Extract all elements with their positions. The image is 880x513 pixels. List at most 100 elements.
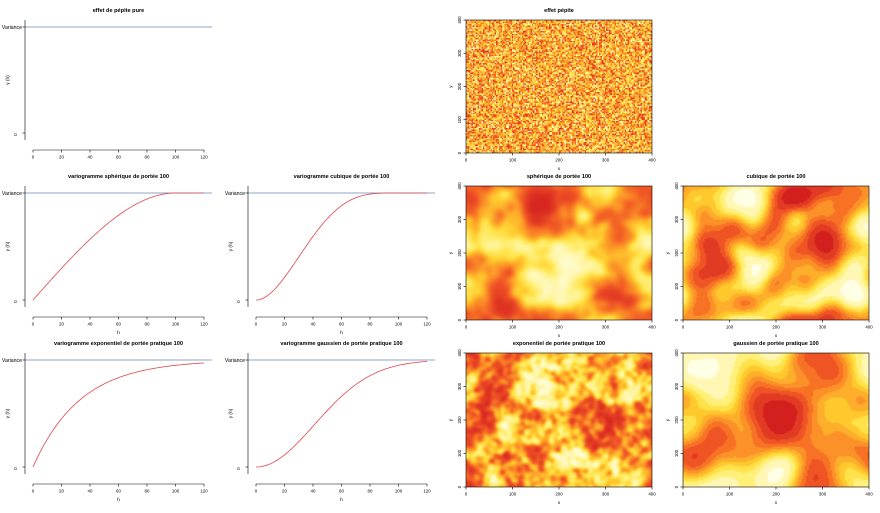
- simulation-panel-spherical: sphérique de portée 100 0 100 200 300 400 x 0 10…: [449, 174, 656, 339]
- y-axis-label: y: [666, 418, 671, 421]
- x-tick-label: 0: [465, 158, 468, 163]
- y-tick-label-variance: Variance: [225, 191, 245, 197]
- variogram-curve-gaussian: [255, 361, 428, 468]
- x-tick-label: 300: [602, 492, 610, 497]
- y-tick-label: 400: [457, 349, 462, 357]
- simulated-field-image: [683, 186, 869, 320]
- x-tick-label: 20: [59, 322, 64, 327]
- x-tick-label: 300: [819, 325, 827, 330]
- x-axis-label: x: [558, 334, 561, 339]
- y-axis-label: y: [449, 418, 454, 421]
- x-tick-label: 100: [509, 158, 517, 163]
- x-tick-label: 80: [145, 322, 150, 327]
- y-tick-label: 300: [674, 215, 679, 223]
- simulated-field-image: [466, 20, 652, 153]
- x-tick-label: 0: [682, 492, 685, 497]
- panel-title: cubique de portée 100: [746, 174, 805, 180]
- y-tick-label: 400: [457, 182, 462, 190]
- x-tick-label: 80: [145, 489, 150, 494]
- x-tick-label: 100: [509, 492, 517, 497]
- panel-title: sphérique de portée 100: [527, 174, 591, 180]
- y-tick-label: 0: [674, 485, 679, 488]
- y-tick-label: 100: [457, 449, 462, 457]
- simulated-field-image: [683, 353, 869, 487]
- x-tick-label: 300: [602, 158, 610, 163]
- y-axis-label: γ (h): [5, 241, 11, 251]
- variogram-panel-gaussian: variogramme gaussien de portée pratique …: [225, 341, 435, 503]
- x-tick-label: 0: [682, 325, 685, 330]
- x-axis-label: x: [558, 167, 561, 172]
- y-tick-label-zero: 0: [236, 467, 241, 470]
- x-tick-label: 80: [368, 489, 373, 494]
- x-tick-label: 20: [282, 489, 287, 494]
- y-tick-label-zero: 0: [236, 300, 241, 303]
- x-tick-label: 200: [555, 492, 563, 497]
- x-tick-label: 20: [59, 155, 64, 160]
- variogram-panel-exponential: variogramme exponentiel de portée pratiq…: [2, 341, 212, 503]
- y-tick-label: 0: [457, 151, 462, 154]
- x-tick-label: 100: [172, 322, 180, 327]
- x-tick-label: 100: [726, 325, 734, 330]
- x-tick-label: 60: [116, 155, 121, 160]
- x-tick-label: 400: [648, 492, 656, 497]
- y-tick-label: 200: [457, 82, 462, 90]
- x-tick-label: 100: [172, 489, 180, 494]
- y-tick-label: 400: [674, 349, 679, 357]
- y-tick-label-variance: Variance: [225, 358, 245, 364]
- x-tick-label: 80: [145, 155, 150, 160]
- x-tick-label: 120: [423, 489, 431, 494]
- simulation-panel-cubic: cubique de portée 100 0 100 200 300 400 x 0 100 2…: [666, 174, 873, 339]
- panel-title: variogramme gaussien de portée pratique …: [280, 341, 402, 347]
- x-tick-label: 400: [648, 158, 656, 163]
- x-tick-label: 0: [255, 489, 258, 494]
- x-axis-label: x: [558, 501, 561, 506]
- x-tick-label: 100: [395, 322, 403, 327]
- x-tick-label: 40: [88, 489, 93, 494]
- x-tick-label: 100: [509, 325, 517, 330]
- y-axis-label: γ (h): [228, 408, 234, 418]
- x-tick-label: 100: [395, 489, 403, 494]
- x-axis-label: h: [340, 497, 343, 503]
- x-tick-label: 40: [311, 322, 316, 327]
- x-tick-label: 40: [88, 322, 93, 327]
- x-axis-label: h: [340, 330, 343, 336]
- x-tick-label: 60: [339, 322, 344, 327]
- x-tick-label: 0: [465, 325, 468, 330]
- simulation-panel-nugget: effet pépite 0 100 200 300 400 x 0 100 200 300 400 y: [449, 8, 656, 172]
- y-tick-label: 100: [674, 449, 679, 457]
- y-tick-label: 400: [457, 16, 462, 24]
- y-axis-label: γ (h): [5, 408, 11, 418]
- y-tick-label: 0: [674, 318, 679, 321]
- x-tick-label: 40: [311, 489, 316, 494]
- x-tick-label: 20: [59, 489, 64, 494]
- x-tick-label: 200: [772, 325, 780, 330]
- variogram-panel-nugget: effet de pépite pure Variance 0 γ (h) 0 20 40 6…: [2, 8, 212, 160]
- y-tick-label: 0: [457, 318, 462, 321]
- y-tick-label-zero: 0: [13, 467, 18, 470]
- panel-title: gaussien de portée pratique 100: [733, 341, 819, 347]
- x-axis-label: x: [775, 501, 778, 506]
- y-tick-label: 200: [457, 249, 462, 257]
- y-tick-label-variance: Variance: [2, 358, 22, 364]
- y-tick-label: 400: [674, 182, 679, 190]
- x-tick-label: 400: [865, 325, 873, 330]
- x-tick-label: 120: [423, 322, 431, 327]
- panel-title: variogramme sphérique de portée 100: [68, 174, 169, 180]
- y-tick-label: 200: [674, 416, 679, 424]
- panel-title: effet de pépite pure: [93, 8, 145, 14]
- x-tick-label: 400: [865, 492, 873, 497]
- x-axis-label: h: [117, 330, 120, 336]
- y-tick-label: 100: [457, 282, 462, 290]
- y-tick-label: 100: [674, 282, 679, 290]
- x-tick-label: 200: [772, 492, 780, 497]
- x-axis-label: x: [775, 334, 778, 339]
- y-axis-label: y: [666, 251, 671, 254]
- y-tick-label: 100: [457, 116, 462, 124]
- x-tick-label: 0: [32, 155, 35, 160]
- panel-title: variogramme exponentiel de portée pratiq…: [54, 341, 183, 347]
- x-tick-label: 200: [555, 325, 563, 330]
- x-tick-label: 0: [32, 489, 35, 494]
- y-tick-label: 300: [674, 382, 679, 390]
- y-tick-label: 300: [457, 382, 462, 390]
